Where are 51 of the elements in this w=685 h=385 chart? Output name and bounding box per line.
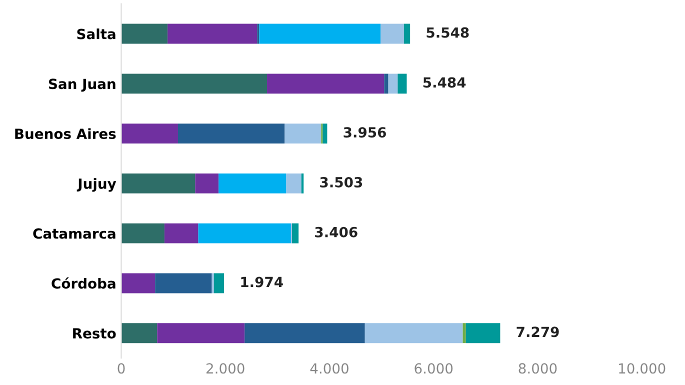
bar bbox=[462, 323, 466, 344]
x-tick-label: 0 bbox=[118, 363, 125, 374]
y-tick-label: Buenos Aires bbox=[15, 128, 116, 140]
bar bbox=[121, 323, 158, 344]
bar bbox=[292, 223, 299, 244]
bar bbox=[404, 24, 410, 44]
bar bbox=[121, 223, 164, 244]
total-label: 1.974 bbox=[241, 276, 283, 288]
bar bbox=[259, 24, 381, 44]
x-tick-label: 2.000 bbox=[206, 363, 244, 374]
total-label: 7.279 bbox=[516, 326, 559, 338]
y-tick-label: Salta bbox=[77, 28, 116, 40]
bar bbox=[398, 74, 407, 94]
bar bbox=[218, 173, 286, 194]
bar bbox=[121, 124, 178, 144]
bar bbox=[155, 273, 212, 294]
bar bbox=[244, 323, 365, 344]
bar bbox=[121, 273, 156, 294]
x-tick-label: 6.000 bbox=[414, 363, 453, 374]
bar bbox=[322, 124, 328, 144]
y-tick-label: Jujuy bbox=[76, 178, 116, 192]
x-tick-label: 10.000 bbox=[619, 363, 666, 374]
total-label: 3.406 bbox=[315, 226, 358, 238]
bar bbox=[168, 24, 258, 44]
x-tick-label: 8.000 bbox=[518, 363, 557, 374]
bar bbox=[121, 24, 168, 44]
bar bbox=[388, 74, 398, 94]
bar bbox=[284, 124, 322, 144]
total-label: 3.956 bbox=[344, 127, 386, 138]
y-tick-label: Resto bbox=[73, 328, 116, 339]
bar bbox=[214, 273, 224, 294]
bar bbox=[195, 173, 219, 194]
bar bbox=[178, 124, 285, 144]
x-tick-label: 4.000 bbox=[310, 363, 348, 374]
bar bbox=[267, 74, 384, 94]
bar bbox=[466, 323, 500, 344]
bar bbox=[380, 24, 404, 44]
bar bbox=[198, 223, 291, 244]
total-label: 5.484 bbox=[423, 77, 466, 88]
bar bbox=[121, 173, 196, 194]
total-label: 3.503 bbox=[320, 176, 362, 188]
bar bbox=[384, 74, 388, 94]
bar bbox=[364, 323, 463, 344]
total-label: 5.548 bbox=[426, 27, 469, 38]
bar bbox=[286, 173, 302, 194]
y-tick-label: Córdoba bbox=[52, 277, 116, 289]
bar bbox=[164, 223, 198, 244]
y-tick-label: San Juan bbox=[48, 78, 116, 92]
bar bbox=[121, 74, 268, 94]
bar bbox=[157, 323, 245, 344]
y-tick-label: Catamarca bbox=[33, 228, 116, 239]
